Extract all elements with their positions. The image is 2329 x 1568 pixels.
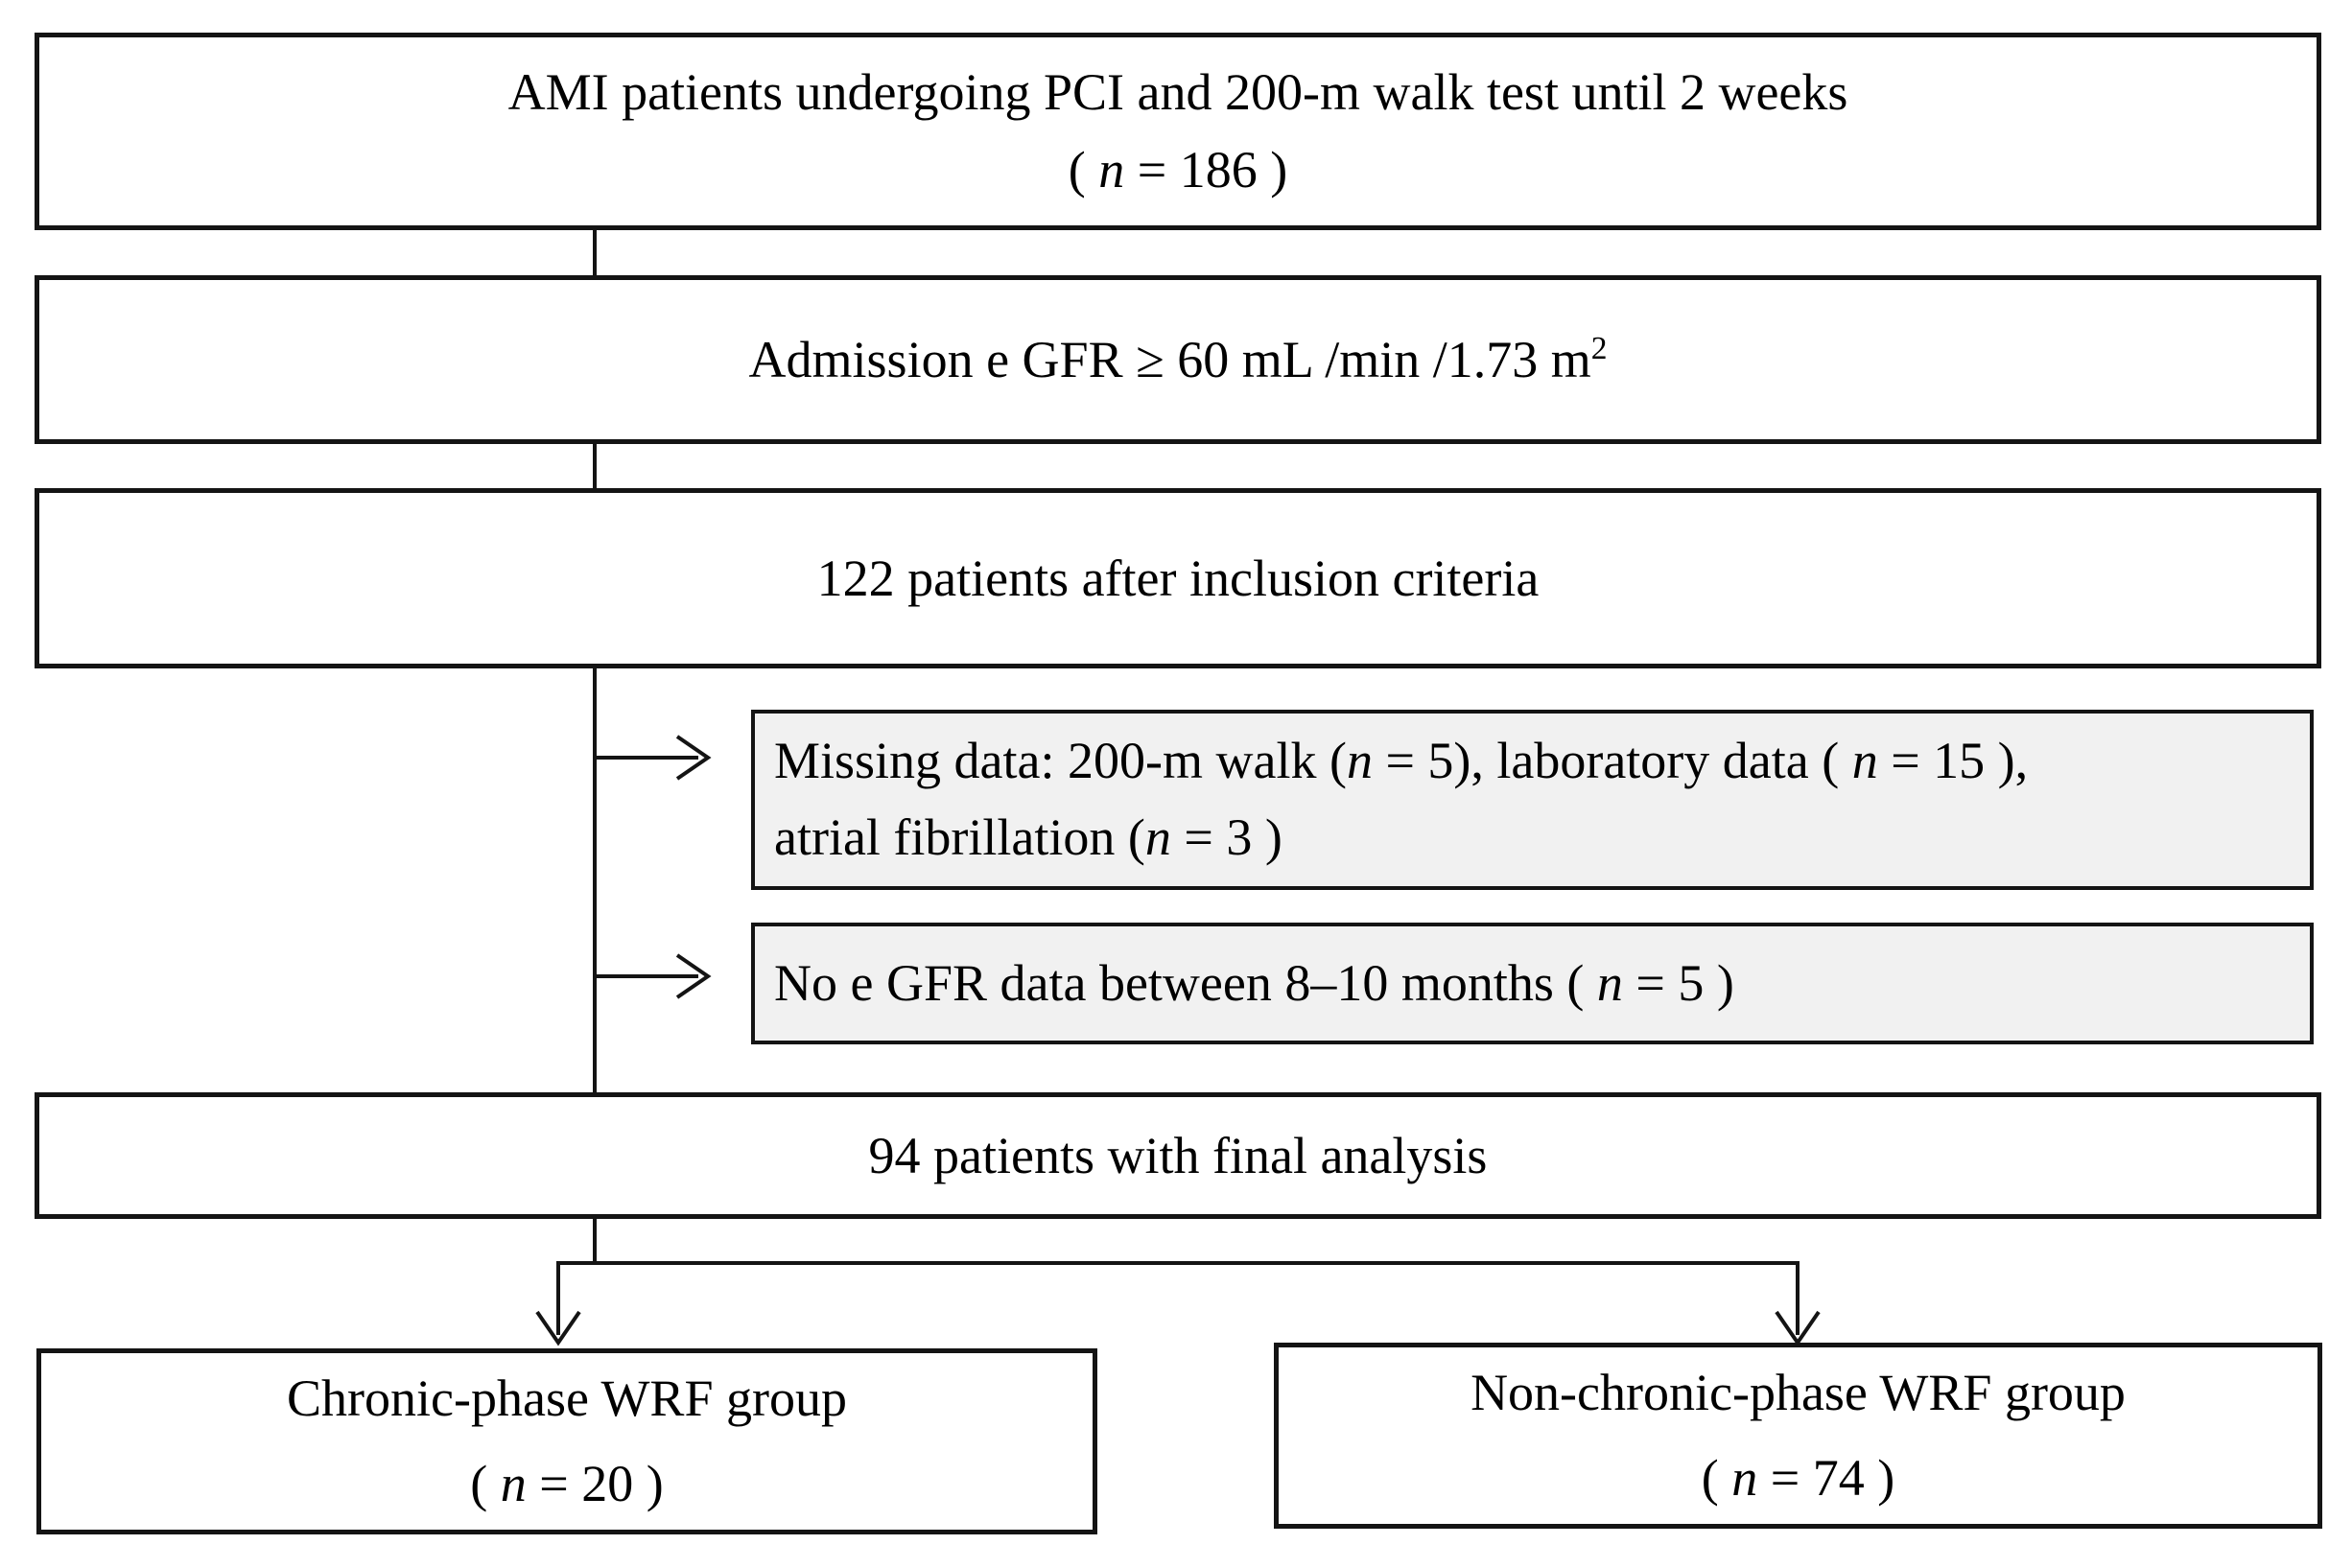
text-segment: Missing data: 200-m walk (: [774, 732, 1347, 790]
text-segment: atrial fibrillation (: [774, 808, 1145, 866]
final-analysis-text: 94 patients with final analysis: [868, 1126, 1488, 1184]
arrow-wrf-head: [535, 1310, 581, 1346]
enrollment-text: AMI patients undergoing PCI and 200-m wa…: [507, 63, 1848, 121]
text-segment: = 20 ): [526, 1455, 664, 1512]
n-variable: n: [500, 1455, 527, 1512]
n-variable: n: [1098, 141, 1125, 199]
arrow-egfr-head: [675, 953, 712, 999]
box-exclusion-missing-data: Missing data: 200-m walk (n = 5), labora…: [751, 710, 2314, 890]
text-segment: (: [470, 1455, 501, 1512]
arrow-missing-data-head: [675, 735, 712, 781]
n-variable: n: [1144, 808, 1171, 866]
nonwrf-group-count: ( n = 74 ): [1702, 1436, 1894, 1521]
text-segment: Admission e GFR ≥ 60 mL /min /1.73 m: [748, 330, 1591, 388]
box-inclusion-criteria: 122 patients after inclusion criteria: [35, 488, 2321, 668]
text-segment: = 186 ): [1124, 141, 1288, 199]
text-segment: (: [1068, 141, 1099, 199]
box-group-chronic-wrf: Chronic-phase WRF group ( n = 20 ): [36, 1348, 1097, 1534]
n-variable: n: [1596, 953, 1623, 1012]
inclusion-text: 122 patients after inclusion criteria: [816, 549, 1540, 607]
text-segment: = 5), laboratory data (: [1372, 732, 1852, 790]
n-variable: n: [1731, 1449, 1758, 1507]
text-segment: No e GFR data between 8–10 months (: [774, 953, 1597, 1012]
n-variable: n: [1346, 732, 1373, 790]
box-group-non-chronic-wrf: Non-chronic-phase WRF group ( n = 74 ): [1274, 1343, 2322, 1529]
no-egfr-text: No e GFR data between 8–10 months ( n = …: [774, 946, 1734, 1022]
text-segment: = 3 ): [1170, 808, 1282, 866]
text-segment: (: [1701, 1449, 1732, 1507]
nonwrf-group-label: Non-chronic-phase WRF group: [1470, 1363, 2126, 1421]
wrf-group-label: Chronic-phase WRF group: [287, 1369, 847, 1427]
wrf-group-count: ( n = 20 ): [470, 1441, 663, 1527]
admission-text: Admission e GFR ≥ 60 mL /min /1.73 m2: [749, 321, 1608, 399]
missing-data-line1: Missing data: 200-m walk (n = 5), labora…: [774, 723, 2028, 800]
box-enrollment: AMI patients undergoing PCI and 200-m wa…: [35, 33, 2321, 230]
box-final-analysis: 94 patients with final analysis: [35, 1092, 2321, 1219]
text-segment: = 5 ): [1622, 953, 1734, 1012]
box-exclusion-no-egfr: No e GFR data between 8–10 months ( n = …: [751, 923, 2314, 1044]
superscript-2: 2: [1590, 330, 1608, 366]
missing-data-line2: atrial fibrillation (n = 3 ): [774, 800, 1282, 877]
text-segment: = 15 ),: [1877, 732, 2029, 790]
n-variable: n: [1851, 732, 1878, 790]
enrollment-count: ( n = 186 ): [1069, 131, 1287, 209]
box-admission-egfr: Admission e GFR ≥ 60 mL /min /1.73 m2: [35, 275, 2321, 444]
text-segment: = 74 ): [1757, 1449, 1895, 1507]
